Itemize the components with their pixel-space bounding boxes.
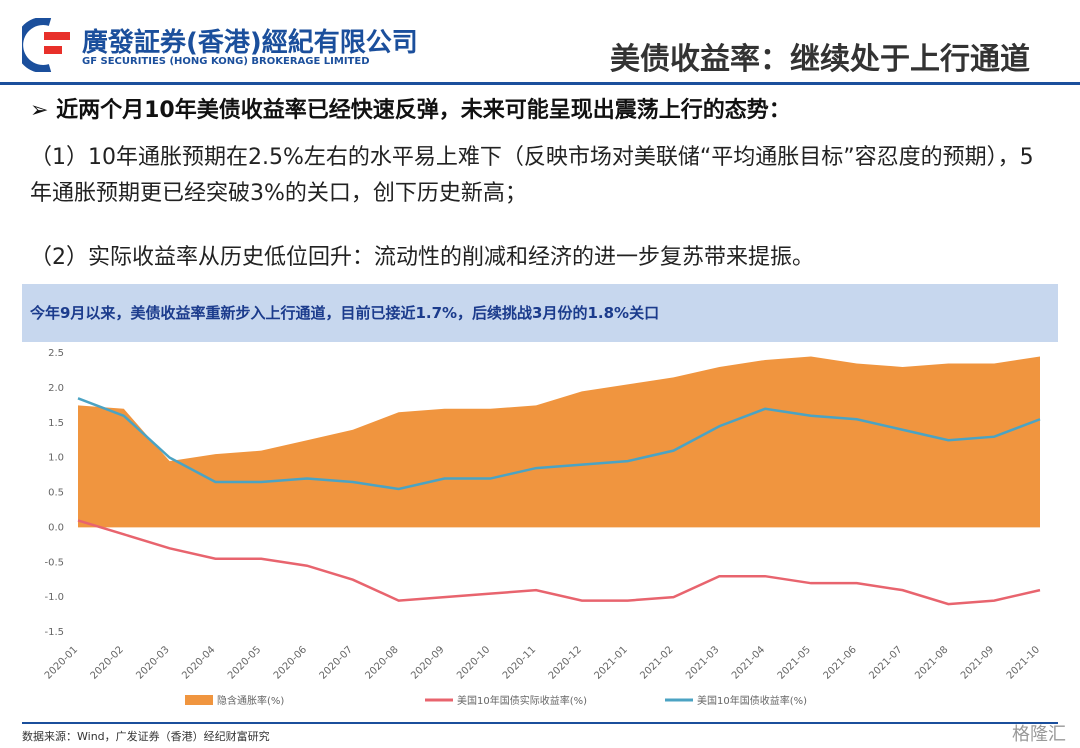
logo-en: GF SECURITIES (HONG KONG) BROKERAGE LIMI… <box>82 56 370 67</box>
x-tick-label: 2020-01 <box>43 644 80 681</box>
y-tick-label: 1.0 <box>48 453 64 464</box>
x-tick-label: 2021-08 <box>913 644 950 681</box>
legend-swatch <box>185 695 213 705</box>
x-tick-label: 2020-02 <box>89 644 126 681</box>
legend-label: 美国10年国债实际收益率(%) <box>457 694 587 707</box>
x-tick-label: 2021-02 <box>638 644 675 681</box>
x-tick-label: 2021-05 <box>776 644 813 681</box>
watermark: 格隆汇 <box>1012 724 1066 745</box>
x-tick-label: 2020-03 <box>134 644 171 681</box>
area <box>78 356 1040 528</box>
slide-title: 美债收益率：继续处于上行通道 <box>610 42 1030 77</box>
x-tick-label: 2020-12 <box>547 644 584 681</box>
x-tick-label: 2020-05 <box>226 644 263 681</box>
source: 数据来源：Wind，广发证券（香港）经纪财富研究 <box>22 730 270 743</box>
logo-cn: 廣發証券(香港)經紀有限公司 <box>82 28 418 58</box>
y-tick-label: 1.5 <box>48 418 64 429</box>
logo <box>22 18 70 72</box>
y-tick-label: 2.5 <box>48 348 64 359</box>
banner: 今年9月以来，美债收益率重新步入上行通道，目前已接近1.7%，后续挑战3月份的1… <box>22 284 1058 342</box>
line <box>77 397 1041 491</box>
x-tick-label: 2020-09 <box>409 644 446 681</box>
x-tick-label: 2021-07 <box>867 644 904 681</box>
x-tick-label: 2020-11 <box>501 644 538 681</box>
x-tick-label: 2020-04 <box>180 644 217 681</box>
x-tick-label: 2020-08 <box>363 644 400 681</box>
y-tick-label: -1.0 <box>44 592 64 603</box>
point: （2）实际收益率从历史低位回升：流动性的削减和经济的进一步复苏带来提振。 <box>30 245 814 270</box>
y-tick-label: 2.0 <box>48 383 64 394</box>
bullet-text: 近两个月10年美债收益率已经快速反弹，未来可能呈现出震荡上行的态势： <box>56 98 791 123</box>
point: （1）10年通胀预期在2.5%左右的水平易上难下（反映市场对美联储“平均通胀目标… <box>30 145 1034 206</box>
x-tick-label: 2021-04 <box>730 644 767 681</box>
x-tick-label: 2021-03 <box>684 644 721 681</box>
x-tick-label: 2020-06 <box>272 644 309 681</box>
y-tick-label: 0.0 <box>48 522 64 533</box>
x-tick-label: 2021-06 <box>822 644 859 681</box>
legend-label: 隐含通胀率(%) <box>217 694 284 707</box>
y-tick-label: 0.5 <box>48 488 64 499</box>
bullet: ➢ 近两个月10年美债收益率已经快速反弹，未来可能呈现出震荡上行的态势： <box>30 98 791 123</box>
x-tick-label: 2020-07 <box>318 644 355 681</box>
y-tick-label: -0.5 <box>44 557 64 568</box>
legend-label: 美国10年国债收益率(%) <box>697 694 807 707</box>
y-tick-label: -1.5 <box>44 627 64 638</box>
line <box>77 519 1041 606</box>
separator <box>0 82 1080 85</box>
separator <box>22 722 1058 724</box>
x-tick-label: 2021-09 <box>959 644 996 681</box>
x-tick-label: 2020-10 <box>455 644 492 681</box>
x-tick-label: 2021-10 <box>1005 644 1042 681</box>
x-tick-label: 2021-01 <box>593 644 630 681</box>
